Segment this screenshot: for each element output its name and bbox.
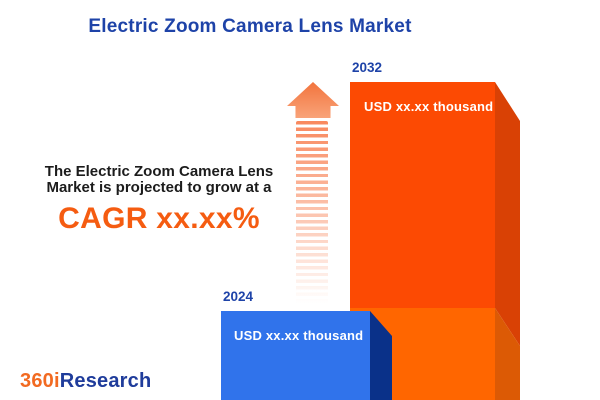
annotation-line-2: Market is projected to grow at a: [46, 178, 272, 196]
bar-2024-year-label: 2024: [223, 289, 254, 304]
brand-logo-prefix: 360i: [20, 370, 60, 392]
bar-2032-side-face: [495, 82, 520, 400]
annotation-block: The Electric Zoom Camera Lens Market is …: [28, 164, 290, 236]
brand-logo-suffix: Research: [59, 370, 152, 392]
bar-2024-side-face: [370, 311, 392, 400]
growth-arrow-icon: [287, 82, 339, 118]
brand-logo: 360iResearch: [20, 370, 151, 393]
page-title: Electric Zoom Camera Lens Market: [88, 16, 412, 37]
growth-arrow-stripes: [296, 121, 328, 303]
cagr-value: CAGR xx.xx%: [58, 202, 260, 235]
annotation-line-1: The Electric Zoom Camera Lens: [44, 163, 274, 180]
bar-2032-value-label: USD xx.xx thousand: [364, 99, 494, 114]
bar-2024-value-label: USD xx.xx thousand: [234, 328, 364, 343]
bar-2032-year-label: 2032: [352, 60, 383, 75]
bar-2032-side-upper: [495, 82, 520, 346]
bar-2024: [221, 311, 370, 400]
